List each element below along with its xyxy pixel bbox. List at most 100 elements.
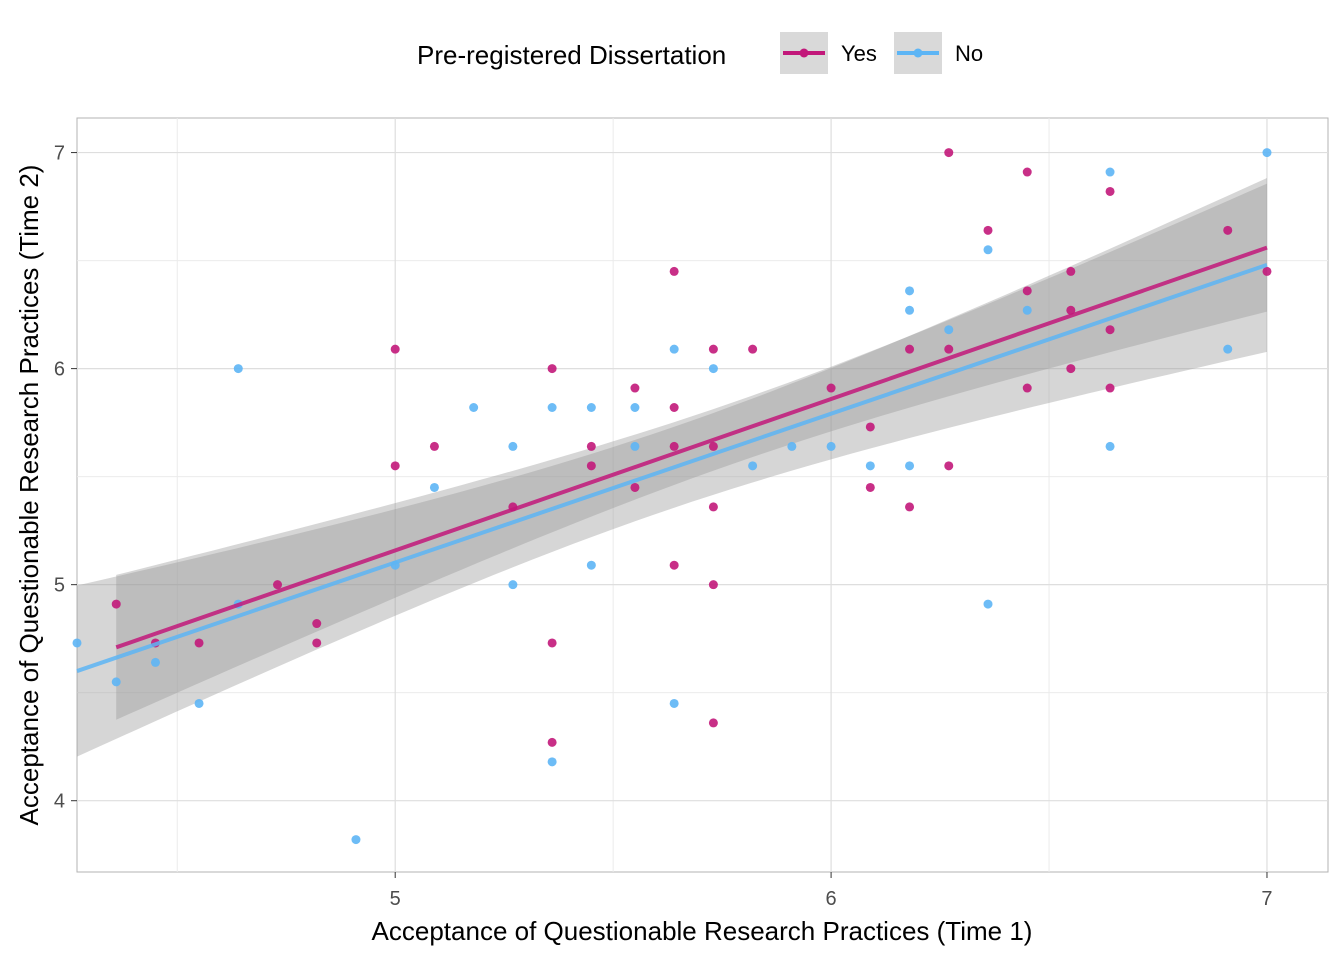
point-no-10 bbox=[508, 441, 518, 451]
point-yes-37 bbox=[1022, 286, 1032, 296]
point-yes-33 bbox=[944, 344, 954, 354]
point-yes-7 bbox=[390, 461, 400, 471]
y-axis-ticks: 4 5 6 7 bbox=[54, 143, 77, 813]
point-no-12 bbox=[547, 403, 557, 413]
point-yes-23 bbox=[708, 502, 718, 512]
point-yes-41 bbox=[1066, 364, 1076, 374]
point-yes-17 bbox=[669, 266, 679, 276]
point-no-17 bbox=[630, 441, 640, 451]
x-axis-ticks: 5 6 7 bbox=[390, 872, 1273, 910]
grid-major bbox=[77, 118, 1328, 872]
point-yes-27 bbox=[826, 383, 836, 393]
point-yes-18 bbox=[669, 403, 679, 413]
point-yes-30 bbox=[905, 344, 915, 354]
y-tick-label-1: 5 bbox=[54, 575, 65, 597]
point-no-20 bbox=[708, 364, 718, 374]
legend-label-no: No bbox=[955, 41, 983, 66]
fit-line-yes bbox=[115, 245, 1268, 650]
legend-title: Pre-registered Dissertation bbox=[417, 40, 726, 70]
point-no-9 bbox=[469, 403, 479, 413]
point-no-21 bbox=[748, 461, 758, 471]
point-yes-46 bbox=[1262, 266, 1272, 276]
point-yes-5 bbox=[312, 638, 322, 648]
point-yes-21 bbox=[708, 344, 718, 354]
point-yes-35 bbox=[983, 225, 993, 235]
y-axis-title: Acceptance of Questionable Research Prac… bbox=[14, 165, 44, 826]
point-no-19 bbox=[669, 698, 679, 708]
point-yes-15 bbox=[630, 383, 640, 393]
point-no-32 bbox=[1105, 167, 1115, 177]
x-tick-label-0: 5 bbox=[390, 888, 401, 910]
point-yes-38 bbox=[1022, 383, 1032, 393]
point-no-11 bbox=[508, 580, 518, 590]
point-no-22 bbox=[787, 441, 797, 451]
point-yes-25 bbox=[708, 718, 718, 728]
point-no-27 bbox=[905, 461, 915, 471]
point-no-26 bbox=[905, 305, 915, 315]
fit-lines bbox=[76, 245, 1268, 673]
point-yes-0 bbox=[111, 599, 121, 609]
data-points bbox=[72, 148, 1272, 845]
point-yes-24 bbox=[708, 580, 718, 590]
point-no-33 bbox=[1105, 441, 1115, 451]
point-no-30 bbox=[983, 599, 993, 609]
point-yes-45 bbox=[1223, 225, 1233, 235]
y-tick-label-3: 7 bbox=[54, 143, 65, 165]
fit-line-no bbox=[76, 263, 1268, 673]
y-tick-label-2: 6 bbox=[54, 359, 65, 381]
point-yes-36 bbox=[1022, 167, 1032, 177]
confidence-band-yes bbox=[116, 183, 1268, 720]
point-no-3 bbox=[194, 698, 204, 708]
point-yes-39 bbox=[1066, 266, 1076, 276]
point-no-34 bbox=[1223, 344, 1233, 354]
point-no-15 bbox=[586, 560, 596, 570]
point-no-14 bbox=[586, 403, 596, 413]
point-yes-2 bbox=[194, 638, 204, 648]
panel-border bbox=[76, 117, 1329, 873]
point-yes-8 bbox=[429, 441, 439, 451]
legend-key-no-point bbox=[913, 48, 923, 58]
point-yes-32 bbox=[944, 148, 954, 158]
point-yes-6 bbox=[390, 344, 400, 354]
point-no-29 bbox=[983, 245, 993, 255]
x-axis-title: Acceptance of Questionable Research Prac… bbox=[372, 916, 1033, 946]
point-yes-42 bbox=[1105, 186, 1115, 196]
point-no-16 bbox=[630, 403, 640, 413]
point-yes-22 bbox=[708, 441, 718, 451]
point-yes-43 bbox=[1105, 325, 1115, 335]
point-yes-31 bbox=[905, 502, 915, 512]
point-yes-3 bbox=[273, 580, 283, 590]
point-yes-40 bbox=[1066, 305, 1076, 315]
point-yes-34 bbox=[944, 461, 954, 471]
point-yes-19 bbox=[669, 441, 679, 451]
point-yes-10 bbox=[547, 364, 557, 374]
point-yes-44 bbox=[1105, 383, 1115, 393]
point-yes-29 bbox=[865, 482, 875, 492]
point-no-31 bbox=[1022, 305, 1032, 315]
point-yes-13 bbox=[586, 441, 596, 451]
point-yes-20 bbox=[669, 560, 679, 570]
point-no-28 bbox=[944, 325, 954, 335]
x-tick-label-2: 7 bbox=[1261, 888, 1272, 910]
x-tick-label-1: 6 bbox=[826, 888, 837, 910]
point-no-8 bbox=[429, 482, 439, 492]
grid-minor bbox=[77, 118, 1328, 872]
point-no-18 bbox=[669, 344, 679, 354]
legend-label-yes: Yes bbox=[841, 41, 877, 66]
point-no-4 bbox=[233, 364, 243, 374]
plot-panel bbox=[72, 117, 1329, 873]
point-yes-16 bbox=[630, 482, 640, 492]
point-no-2 bbox=[150, 657, 160, 667]
point-no-24 bbox=[865, 461, 875, 471]
point-yes-28 bbox=[865, 422, 875, 432]
point-no-6 bbox=[351, 835, 361, 845]
point-yes-14 bbox=[586, 461, 596, 471]
legend: Pre-registered Dissertation Yes No bbox=[417, 32, 983, 74]
point-yes-26 bbox=[748, 344, 758, 354]
y-tick-label-0: 4 bbox=[54, 791, 65, 813]
legend-key-yes-point bbox=[799, 48, 809, 58]
point-yes-4 bbox=[312, 619, 322, 629]
point-no-0 bbox=[72, 638, 82, 648]
point-yes-12 bbox=[547, 737, 557, 747]
